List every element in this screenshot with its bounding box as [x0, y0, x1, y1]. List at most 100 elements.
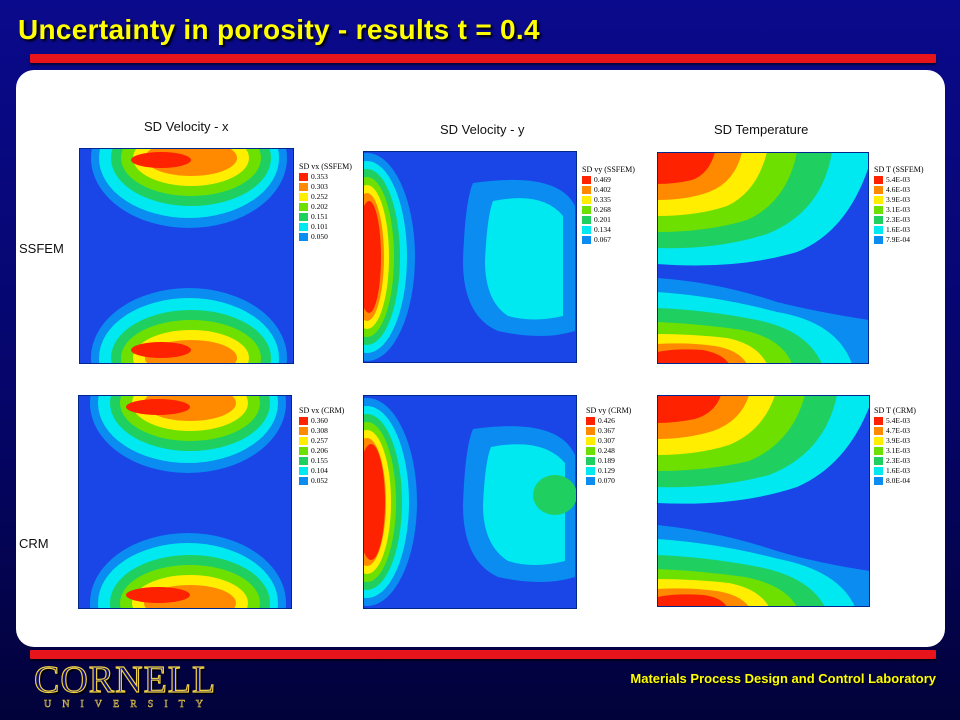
legend-swatch	[299, 193, 308, 201]
legend-swatch	[874, 437, 883, 445]
legend-swatch	[299, 213, 308, 221]
legend-value: 0.469	[594, 175, 611, 184]
legend-entry: 0.402	[582, 186, 642, 194]
legend-entry: 0.052	[299, 477, 359, 485]
legend-swatch	[874, 417, 883, 425]
legend-entry: 1.6E-03	[874, 226, 934, 234]
legend-value: 4.6E-03	[886, 185, 910, 194]
legend-entry: 0.367	[586, 427, 646, 435]
logo-wordmark: CORNELL	[33, 659, 217, 701]
legend-title: SD T (CRM)	[874, 406, 916, 415]
legend-entry: 3.1E-03	[874, 206, 934, 214]
legend-entry: 3.9E-03	[874, 196, 934, 204]
legend-value: 0.067	[594, 235, 611, 244]
legend-value: 0.360	[311, 416, 328, 425]
legend-entry: 0.335	[582, 196, 642, 204]
contour-plot-t-crm	[657, 395, 870, 607]
logo-subtext: UNIVERSITY	[44, 699, 214, 711]
legend-entry: 3.9E-03	[874, 437, 934, 445]
legend-value: 0.052	[311, 476, 328, 485]
legend-entry: 0.202	[299, 203, 359, 211]
legend-entry: 8.0E-04	[874, 477, 934, 485]
legend-entry: 0.308	[299, 427, 359, 435]
legend-value: 0.308	[311, 426, 328, 435]
legend-value: 3.9E-03	[886, 436, 910, 445]
legend-entry: 0.189	[586, 457, 646, 465]
legend-swatch	[874, 206, 883, 214]
legend-entry: 2.3E-03	[874, 216, 934, 224]
footer-divider-bar	[30, 650, 936, 659]
legend-value: 0.303	[311, 182, 328, 191]
legend-value: 0.201	[594, 215, 611, 224]
legend-value: 1.6E-03	[886, 225, 910, 234]
legend-entry: 0.353	[299, 173, 359, 181]
legend-value: 0.367	[598, 426, 615, 435]
legend-value: 4.7E-03	[886, 426, 910, 435]
row-label-crm: CRM	[19, 536, 49, 551]
legend-swatch	[299, 427, 308, 435]
legend-value: 0.402	[594, 185, 611, 194]
legend-swatch	[586, 477, 595, 485]
legend-entry: 7.9E-04	[874, 236, 934, 244]
contour-plot-vy-crm	[363, 395, 577, 609]
legend-swatch	[582, 196, 591, 204]
column-title-velocity-y: SD Velocity - y	[440, 122, 525, 137]
legend-entry: 0.151	[299, 213, 359, 221]
legend-value: 0.101	[311, 222, 328, 231]
legend-entry: 0.129	[586, 467, 646, 475]
contour-plot-vx-crm	[78, 395, 292, 609]
legend-value: 0.252	[311, 192, 328, 201]
legend-value: 0.129	[598, 466, 615, 475]
legend-value: 0.268	[594, 205, 611, 214]
legend-swatch	[582, 206, 591, 214]
legend-swatch	[299, 223, 308, 231]
legend-value: 0.155	[311, 456, 328, 465]
legend-swatch	[299, 437, 308, 445]
legend-value: 0.307	[598, 436, 615, 445]
legend-title: SD T (SSFEM)	[874, 165, 924, 174]
legend-swatch	[874, 236, 883, 244]
lab-name: Materials Process Design and Control Lab…	[630, 671, 936, 686]
legend-swatch	[874, 427, 883, 435]
legend-value: 5.4E-03	[886, 416, 910, 425]
legend-value: 0.335	[594, 195, 611, 204]
legend-title: SD vy (CRM)	[586, 406, 632, 415]
legend-swatch	[874, 196, 883, 204]
legend-value: 0.202	[311, 202, 328, 211]
legend-value: 0.426	[598, 416, 615, 425]
legend-value: 0.134	[594, 225, 611, 234]
legend-entry: 0.426	[586, 417, 646, 425]
legend-entry: 0.201	[582, 216, 642, 224]
legend-entry: 4.7E-03	[874, 427, 934, 435]
cornell-logo: CORNELL UNIVERSITY	[33, 659, 224, 712]
legend-entry: 0.469	[582, 176, 642, 184]
legend-entry: 0.257	[299, 437, 359, 445]
legend-entry: 0.248	[586, 447, 646, 455]
legend-entry: 0.070	[586, 477, 646, 485]
legend-value: 0.104	[311, 466, 328, 475]
legend-title: SD vy (SSFEM)	[582, 165, 635, 174]
legend-value: 0.070	[598, 476, 615, 485]
legend-value: 0.189	[598, 456, 615, 465]
legend-entry: 0.134	[582, 226, 642, 234]
legend-value: 3.1E-03	[886, 205, 910, 214]
legend-entry: 0.252	[299, 193, 359, 201]
legend-entry: 2.3E-03	[874, 457, 934, 465]
legend-entry: 3.1E-03	[874, 447, 934, 455]
legend-swatch	[299, 467, 308, 475]
legend-entry: 0.307	[586, 437, 646, 445]
legend-swatch	[586, 417, 595, 425]
legend-swatch	[874, 226, 883, 234]
legend-value: 0.151	[311, 212, 328, 221]
contour-plot-t-ssfem	[657, 152, 869, 364]
legend-swatch	[586, 467, 595, 475]
legend-swatch	[582, 186, 591, 194]
legend-value: 0.353	[311, 172, 328, 181]
legend-swatch	[582, 236, 591, 244]
legend-entry: 0.206	[299, 447, 359, 455]
legend-swatch	[874, 477, 883, 485]
legend-entry: 0.268	[582, 206, 642, 214]
legend-entry: 0.050	[299, 233, 359, 241]
legend-swatch	[299, 447, 308, 455]
legend-swatch	[582, 216, 591, 224]
